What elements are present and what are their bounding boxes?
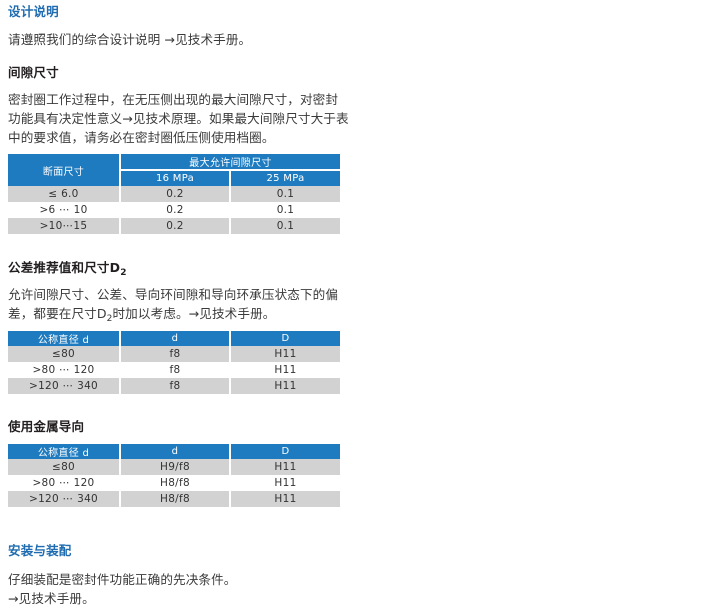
header-cell-nominal-diameter: 公称直径 d <box>8 331 121 346</box>
table-metal-guide-wrapper: 公称直径 d d D ≤80 H9/f8 H11 >80 ⋯ 120 H8/f8… <box>8 444 340 507</box>
table-row: >10⋯15 0.2 0.1 <box>8 218 340 234</box>
cell-nominal-diameter: >120 ⋯ 340 <box>8 378 121 394</box>
table-tolerance-body: ≤80 f8 H11 >80 ⋯ 120 f8 H11 >120 ⋯ 340 f… <box>8 346 340 394</box>
cell-d-upper: H11 <box>230 362 340 378</box>
cell-16mpa: 0.2 <box>120 186 231 202</box>
table-row: >120 ⋯ 340 f8 H11 <box>8 378 340 394</box>
cell-d-upper: H11 <box>230 491 340 507</box>
cell-d-lower: f8 <box>120 362 231 378</box>
paragraph-part1: 允许间隙尺寸、公差、导向环间隙和导向环承压状态下的偏差，都要在尺寸D <box>8 287 339 321</box>
cell-25mpa: 0.1 <box>230 202 340 218</box>
paragraph-line-2: →见技术手册。 <box>8 591 95 606</box>
cell-d-lower: f8 <box>120 378 231 394</box>
heading-main-text: 公差推荐值和尺寸D <box>8 260 121 275</box>
table-tolerance: 公称直径 d d D ≤80 f8 H11 >80 ⋯ 120 f8 H11 <box>8 331 340 394</box>
header-cell-max-clearance-group: 最大允许间隙尺寸 <box>120 154 340 171</box>
paragraph-part2: 时加以考虑。→见技术手册。 <box>112 306 276 321</box>
header-cell-16mpa: 16 MPa <box>120 170 231 186</box>
table-row: >6 ⋯ 10 0.2 0.1 <box>8 202 340 218</box>
paragraph-line-1: 仔细装配是密封件功能正确的先决条件。 <box>8 572 237 587</box>
table-tolerance-wrapper: 公称直径 d d D ≤80 f8 H11 >80 ⋯ 120 f8 H11 <box>8 331 340 394</box>
section-heading-tolerance: 公差推荐值和尺寸D2 <box>8 260 127 278</box>
section-heading-design-notes: 设计说明 <box>8 4 59 20</box>
heading-text: 使用金属导向 <box>8 419 85 434</box>
paragraph-text: 请遵照我们的综合设计说明 →见技术手册。 <box>8 32 252 47</box>
cell-16mpa: 0.2 <box>120 218 231 234</box>
cell-nominal-diameter: >120 ⋯ 340 <box>8 491 121 507</box>
cell-d-lower: H8/f8 <box>120 491 231 507</box>
cell-nominal-diameter: ≤80 <box>8 346 121 362</box>
header-cell-d-lower: d <box>120 444 231 459</box>
table-header-row: 公称直径 d d D <box>8 444 340 459</box>
heading-subscript: 2 <box>120 268 127 278</box>
table-row: >80 ⋯ 120 H8/f8 H11 <box>8 475 340 491</box>
table-metal-guide-body: ≤80 H9/f8 H11 >80 ⋯ 120 H8/f8 H11 >120 ⋯… <box>8 459 340 507</box>
cell-d-upper: H11 <box>230 378 340 394</box>
cell-d-upper: H11 <box>230 459 340 475</box>
paragraph-clearance-size: 密封圈工作过程中，在无压侧出现的最大间隙尺寸，对密封功能具有决定性意义→见技术原… <box>8 90 349 147</box>
paragraph-tolerance: 允许间隙尺寸、公差、导向环间隙和导向环承压状态下的偏差，都要在尺寸D2时加以考虑… <box>8 285 346 326</box>
cell-d-upper: H11 <box>230 475 340 491</box>
paragraph-subscript: 2 <box>106 314 113 324</box>
cell-nominal-diameter: ≤80 <box>8 459 121 475</box>
table-row: ≤80 H9/f8 H11 <box>8 459 340 475</box>
cell-d-lower: H9/f8 <box>120 459 231 475</box>
table-row: >80 ⋯ 120 f8 H11 <box>8 362 340 378</box>
header-cell-d-upper: D <box>230 331 340 346</box>
section-heading-clearance-size: 间隙尺寸 <box>8 65 59 81</box>
heading-text: 公差推荐值和尺寸D2 <box>8 260 127 278</box>
heading-text: 设计说明 <box>8 4 59 19</box>
cell-d-upper: H11 <box>230 346 340 362</box>
table-clearance: 断面尺寸 最大允许间隙尺寸 16 MPa 25 MPa ≤ 6.0 0.2 0.… <box>8 154 340 234</box>
paragraph-installation: 仔细装配是密封件功能正确的先决条件。 →见技术手册。 <box>8 570 237 608</box>
cell-25mpa: 0.1 <box>230 218 340 234</box>
header-cell-25mpa: 25 MPa <box>230 170 340 186</box>
cell-section-size: >6 ⋯ 10 <box>8 202 121 218</box>
table-header-row-1: 断面尺寸 最大允许间隙尺寸 <box>8 154 340 186</box>
header-cell-d-upper: D <box>230 444 340 459</box>
section-heading-metal-guide: 使用金属导向 <box>8 419 84 435</box>
table-metal-guide: 公称直径 d d D ≤80 H9/f8 H11 >80 ⋯ 120 H8/f8… <box>8 444 340 507</box>
cell-section-size: >10⋯15 <box>8 218 121 234</box>
cell-16mpa: 0.2 <box>120 202 231 218</box>
paragraph-design-notes: 请遵照我们的综合设计说明 →见技术手册。 <box>8 30 251 49</box>
header-cell-section-size: 断面尺寸 <box>8 154 121 186</box>
table-header-row-2: 16 MPa 25 MPa <box>8 170 340 186</box>
cell-nominal-diameter: >80 ⋯ 120 <box>8 475 121 491</box>
cell-nominal-diameter: >80 ⋯ 120 <box>8 362 121 378</box>
header-cell-nominal-diameter: 公称直径 d <box>8 444 121 459</box>
heading-text: 间隙尺寸 <box>8 65 59 80</box>
table-header-row: 公称直径 d d D <box>8 331 340 346</box>
table-row: ≤80 f8 H11 <box>8 346 340 362</box>
table-row: ≤ 6.0 0.2 0.1 <box>8 186 340 202</box>
cell-25mpa: 0.1 <box>230 186 340 202</box>
table-row: >120 ⋯ 340 H8/f8 H11 <box>8 491 340 507</box>
heading-text: 安装与装配 <box>8 543 72 558</box>
header-cell-d-lower: d <box>120 331 231 346</box>
table-clearance-body: ≤ 6.0 0.2 0.1 >6 ⋯ 10 0.2 0.1 >10⋯15 0.2… <box>8 186 340 234</box>
cell-d-lower: H8/f8 <box>120 475 231 491</box>
cell-section-size: ≤ 6.0 <box>8 186 121 202</box>
paragraph-text: 密封圈工作过程中，在无压侧出现的最大间隙尺寸，对密封功能具有决定性意义→见技术原… <box>8 92 349 145</box>
table-clearance-wrapper: 断面尺寸 最大允许间隙尺寸 16 MPa 25 MPa ≤ 6.0 0.2 0.… <box>8 154 340 234</box>
cell-d-lower: f8 <box>120 346 231 362</box>
section-heading-installation: 安装与装配 <box>8 543 72 559</box>
paragraph-text: 允许间隙尺寸、公差、导向环间隙和导向环承压状态下的偏差，都要在尺寸D2时加以考虑… <box>8 285 346 326</box>
